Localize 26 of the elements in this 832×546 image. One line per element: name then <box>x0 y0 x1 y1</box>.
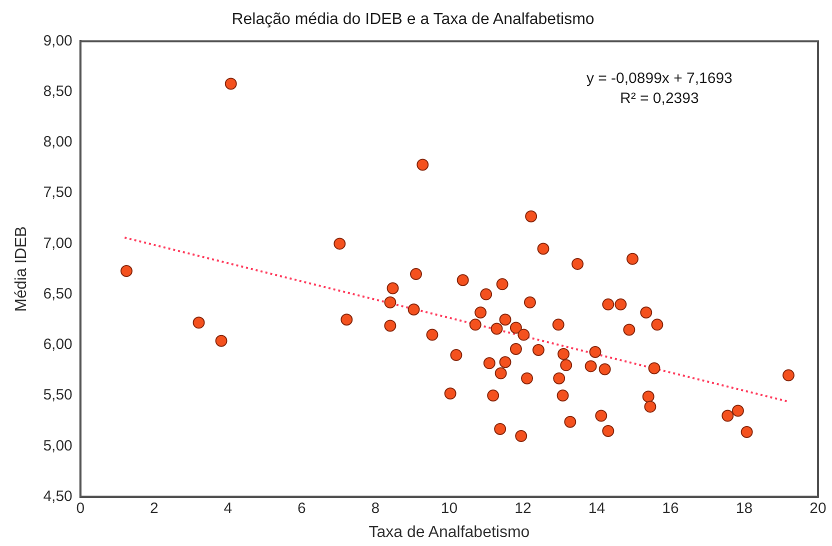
x-tick-label: 14 <box>588 500 606 517</box>
chart-title: Relação média do IDEB e a Taxa de Analfabetismo <box>232 11 594 28</box>
x-axis-title: Taxa de Analfabetismo <box>368 524 530 541</box>
x-tick-label: 10 <box>440 500 458 517</box>
x-tick-label: 0 <box>76 500 85 517</box>
y-tick-label: 8,00 <box>43 134 72 151</box>
y-tick-label: 9,00 <box>43 32 72 50</box>
y-tick-label: 8,50 <box>43 82 72 100</box>
x-tick-label: 4 <box>224 500 232 517</box>
x-tick-label: 16 <box>662 500 679 517</box>
y-tick-label: 5,00 <box>43 437 72 454</box>
x-tick-label: 8 <box>371 500 380 517</box>
x-tick-label: 18 <box>736 500 753 517</box>
y-tick-label: 7,00 <box>43 234 72 252</box>
x-tick-label: 20 <box>810 500 826 517</box>
annotation: R² = 0,2393 <box>620 90 699 107</box>
y-axis-title: Média IDEB <box>13 226 30 312</box>
x-tick-label: 6 <box>298 500 306 517</box>
y-tick-label: 7,50 <box>43 184 72 202</box>
y-tick-label: 6,50 <box>43 285 72 302</box>
annotation: y = -0,0899x + 7,1693 <box>586 70 732 87</box>
y-tick-label: 6,00 <box>43 336 72 354</box>
y-tick-label: 5,50 <box>43 386 72 404</box>
y-tick-label: 4,50 <box>43 488 72 505</box>
x-tick-label: 2 <box>150 500 158 517</box>
x-tick-label: 12 <box>514 500 532 517</box>
